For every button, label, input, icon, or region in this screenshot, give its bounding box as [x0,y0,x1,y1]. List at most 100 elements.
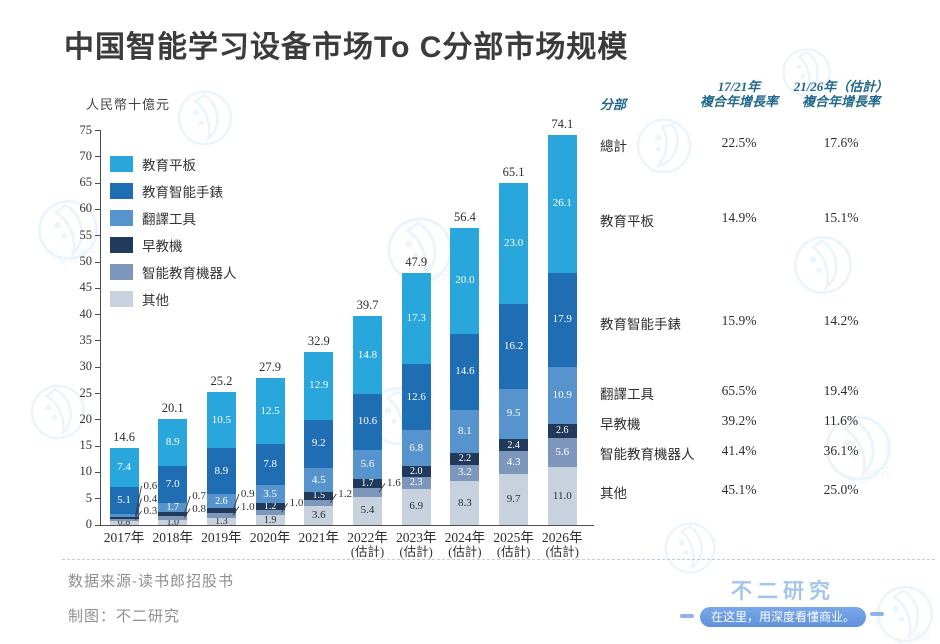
bar-segment-qita [206,518,236,525]
x-tick-label: 2022年 (估計) [333,530,403,560]
segment-value-label: 9.7 [506,492,521,505]
table-row-cagr-1721: 65.5% [721,383,757,398]
bar-segment-robot [206,512,236,519]
bar-segment-watch [255,443,285,485]
bar-segment-watch [547,272,577,367]
bar-segment-qita [353,496,382,525]
table-row-cagr-1721: 15.9% [721,313,757,328]
legend-swatch [110,237,133,253]
segment-value-label: 9.5 [506,407,521,420]
legend-item-pad: 教育平板 [110,156,237,173]
callout-value-label: 1.0 [289,497,304,510]
table-row-name: 智能教育機器人 [600,447,695,462]
x-tick-label: 2017年 [89,530,159,545]
table-row-cagr-2126: 17.6% [823,135,859,150]
y-tick-mark [95,261,100,263]
y-tick-mark [95,393,100,394]
bar-segment-fanyi [401,430,431,467]
table-row-name: 教育平板 [600,214,654,229]
bar-total-label: 14.6 [113,430,135,445]
table-header-cagr-2126: 21/26年（估計） 複合年增長率 [780,79,902,109]
x-tick-year: 2026年 [542,530,583,545]
segment-value-label: 8.9 [214,464,229,477]
bar-segment-qita [401,488,431,525]
table-row-name: 翻譯工具 [600,387,654,402]
y-tick-label: 35 [79,332,93,347]
table-row-cagr-2126: 15.1% [823,210,859,225]
x-tick-estimate-note: (估計) [496,545,531,559]
y-tick-label: 60 [79,201,93,216]
segment-value-label: 5.6 [555,445,570,458]
svg-text:不二研究: 不二研究 [893,628,934,644]
segment-value-label: 12.6 [406,390,426,403]
x-tick-year: 2017年 [103,530,145,545]
segment-value-label: 2.2 [458,453,472,465]
x-tick-estimate-note: (估計) [545,545,579,559]
y-tick-mark [95,471,100,473]
y-axis-unit-label: 人民幣十億元 [86,97,171,112]
x-tick-label: 2024年 (估計) [430,530,500,560]
segment-value-label: 3.6 [311,509,326,522]
segment-value-label: 2.0 [409,465,423,477]
segment-value-label: 7.4 [117,461,131,474]
bar-segment-zaojiao [450,452,480,465]
bar-segment-qita [109,520,139,525]
ribbon-dash-right [870,612,884,616]
segment-value-label: 5.4 [360,504,375,517]
segment-value-label: 26.1 [552,197,572,210]
y-tick-mark [95,419,100,421]
y-tick-mark [95,524,100,526]
y-tick-mark [95,156,100,158]
y-tick-mark [95,235,100,237]
bar-total-label: 74.1 [551,117,574,132]
callout-value-label: 0.6 [143,480,158,492]
y-tick-mark [95,498,100,500]
bar-segment-pad [450,228,480,334]
brand-watermark-icon [783,225,864,306]
legend-swatch [110,210,133,226]
x-tick-year: 2025年 [493,530,534,545]
bar-segment-pad [206,392,236,448]
bar-total-label: 25.2 [210,374,233,389]
bar-segment-watch [304,419,334,469]
segment-value-label: 5.1 [117,494,131,507]
bar-segment-fanyi [499,388,529,439]
table-row-cagr-2126: 14.2% [823,313,859,328]
bar-segment-qita [499,473,529,525]
brand-watermark-icon [167,80,243,156]
x-tick-year: 2020年 [249,530,291,545]
table-row-cagr-1721: 14.9% [721,210,757,225]
legend-item-qita: 其他 [110,291,237,308]
bar-segment-zaojiao [158,511,188,516]
bar-segment-fanyi [304,468,334,492]
table-header-cagr-1721-line2: 複合年增長率 [699,94,778,109]
bar-segment-robot [353,488,382,497]
y-tick-label: 30 [79,359,93,374]
y-tick-mark [95,287,100,289]
segment-value-label: 17.3 [406,312,426,325]
callout-value-label: 0.3 [143,505,158,517]
segment-value-label: 4.5 [311,473,326,486]
bar-segment-fanyi [109,513,139,518]
bar-segment-watch [401,364,431,431]
table-row-name: 早教機 [600,417,641,432]
bar-segment-fanyi [206,494,236,509]
callout-value-label: 0.9 [240,488,255,501]
legend-label: 教育智能手錶 [142,185,223,200]
bar-segment-watch [353,394,382,450]
bar-segment-zaojiao [206,508,236,513]
legend-item-fanyi: 翻譯工具 [110,210,237,227]
bar-segment-robot [547,437,577,468]
y-tick-label: 20 [79,411,93,426]
legend-item-watch: 教育智能手錶 [110,183,237,200]
bar-segment-zaojiao [499,438,529,452]
segment-value-label: 11.0 [552,489,572,502]
y-tick-mark [95,208,100,210]
bar-segment-pad [255,378,285,444]
segment-value-label: 4.3 [506,456,521,469]
x-tick-label: 2018年 [138,530,208,545]
x-axis-line [100,525,594,527]
table-row-cagr-1721: 39.2% [721,413,757,428]
segment-value-label: 8.9 [165,436,180,449]
table-row-cagr-1721: 45.1% [721,482,757,497]
